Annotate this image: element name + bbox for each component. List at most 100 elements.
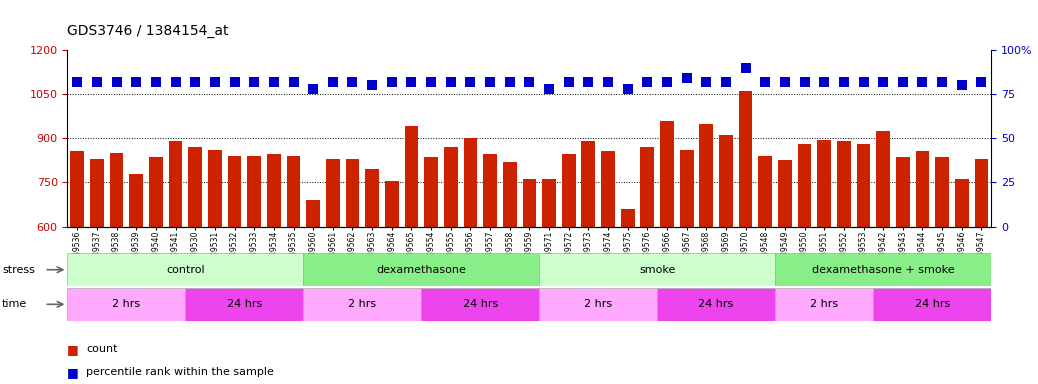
Text: 24 hrs: 24 hrs — [463, 299, 498, 310]
Bar — [247, 156, 262, 227]
Bar — [71, 152, 84, 227]
Bar — [700, 124, 713, 227]
Bar — [562, 154, 575, 227]
Bar — [837, 141, 851, 227]
Point — [88, 79, 105, 85]
Point — [207, 79, 223, 85]
Point — [600, 79, 617, 85]
Bar — [365, 169, 379, 227]
Bar — [539, 288, 657, 321]
Point — [698, 79, 714, 85]
Point — [816, 79, 832, 85]
Text: 24 hrs: 24 hrs — [226, 299, 262, 310]
Text: dexamethasone + smoke: dexamethasone + smoke — [812, 265, 955, 275]
Bar — [873, 288, 991, 321]
Point — [796, 79, 813, 85]
Point — [462, 79, 479, 85]
Point — [895, 79, 911, 85]
Bar — [640, 147, 654, 227]
Bar — [405, 126, 418, 227]
Point — [659, 79, 676, 85]
Point — [325, 79, 342, 85]
Point — [561, 79, 577, 85]
Point — [717, 79, 734, 85]
Bar — [483, 154, 497, 227]
Bar — [896, 157, 909, 227]
Bar — [303, 253, 539, 286]
Point — [285, 79, 302, 85]
Point — [403, 79, 419, 85]
Bar — [719, 135, 733, 227]
Bar — [739, 91, 753, 227]
Bar — [581, 141, 595, 227]
Bar — [326, 159, 339, 227]
Point — [482, 79, 498, 85]
Point — [914, 79, 931, 85]
Point — [678, 75, 694, 81]
Bar — [975, 159, 988, 227]
Point — [737, 65, 754, 71]
Bar — [286, 156, 300, 227]
Text: smoke: smoke — [639, 265, 676, 275]
Bar — [621, 209, 634, 227]
Point — [639, 79, 656, 85]
Bar — [464, 138, 477, 227]
Bar — [421, 288, 539, 321]
Point — [855, 79, 872, 85]
Text: ■: ■ — [67, 343, 83, 356]
Bar — [522, 179, 537, 227]
Bar — [227, 156, 242, 227]
Point — [934, 79, 951, 85]
Bar — [385, 181, 399, 227]
Bar — [539, 253, 775, 286]
Point — [442, 79, 459, 85]
Text: 2 hrs: 2 hrs — [112, 299, 140, 310]
Bar — [149, 157, 163, 227]
Bar — [130, 174, 143, 227]
Point — [246, 79, 263, 85]
Bar — [856, 144, 871, 227]
Point — [345, 79, 361, 85]
Bar — [267, 154, 280, 227]
Point — [875, 79, 892, 85]
Point — [501, 79, 518, 85]
Bar — [346, 159, 359, 227]
Point — [305, 86, 322, 92]
Point — [580, 79, 597, 85]
Point — [620, 86, 636, 92]
Point — [128, 79, 144, 85]
Text: ■: ■ — [67, 366, 83, 379]
Bar — [876, 131, 890, 227]
Text: 24 hrs: 24 hrs — [699, 299, 734, 310]
Bar — [306, 200, 320, 227]
Text: percentile rank within the sample: percentile rank within the sample — [86, 367, 274, 377]
Bar — [186, 288, 303, 321]
Point — [147, 79, 164, 85]
Point — [954, 82, 971, 88]
Bar — [502, 162, 517, 227]
Point — [226, 79, 243, 85]
Point — [836, 79, 852, 85]
Text: stress: stress — [2, 265, 35, 275]
Point — [776, 79, 793, 85]
Bar — [425, 157, 438, 227]
Bar — [660, 121, 674, 227]
Point — [974, 79, 990, 85]
Bar — [169, 141, 183, 227]
Bar — [759, 156, 772, 227]
Point — [364, 82, 381, 88]
Bar — [208, 150, 222, 227]
Bar — [817, 140, 831, 227]
Text: count: count — [86, 344, 117, 354]
Bar — [778, 161, 792, 227]
Bar — [90, 159, 104, 227]
Bar — [444, 147, 458, 227]
Point — [108, 79, 125, 85]
Bar — [110, 153, 124, 227]
Point — [167, 79, 184, 85]
Bar — [303, 288, 421, 321]
Bar — [797, 144, 812, 227]
Bar — [916, 152, 929, 227]
Point — [187, 79, 203, 85]
Text: time: time — [2, 299, 27, 310]
